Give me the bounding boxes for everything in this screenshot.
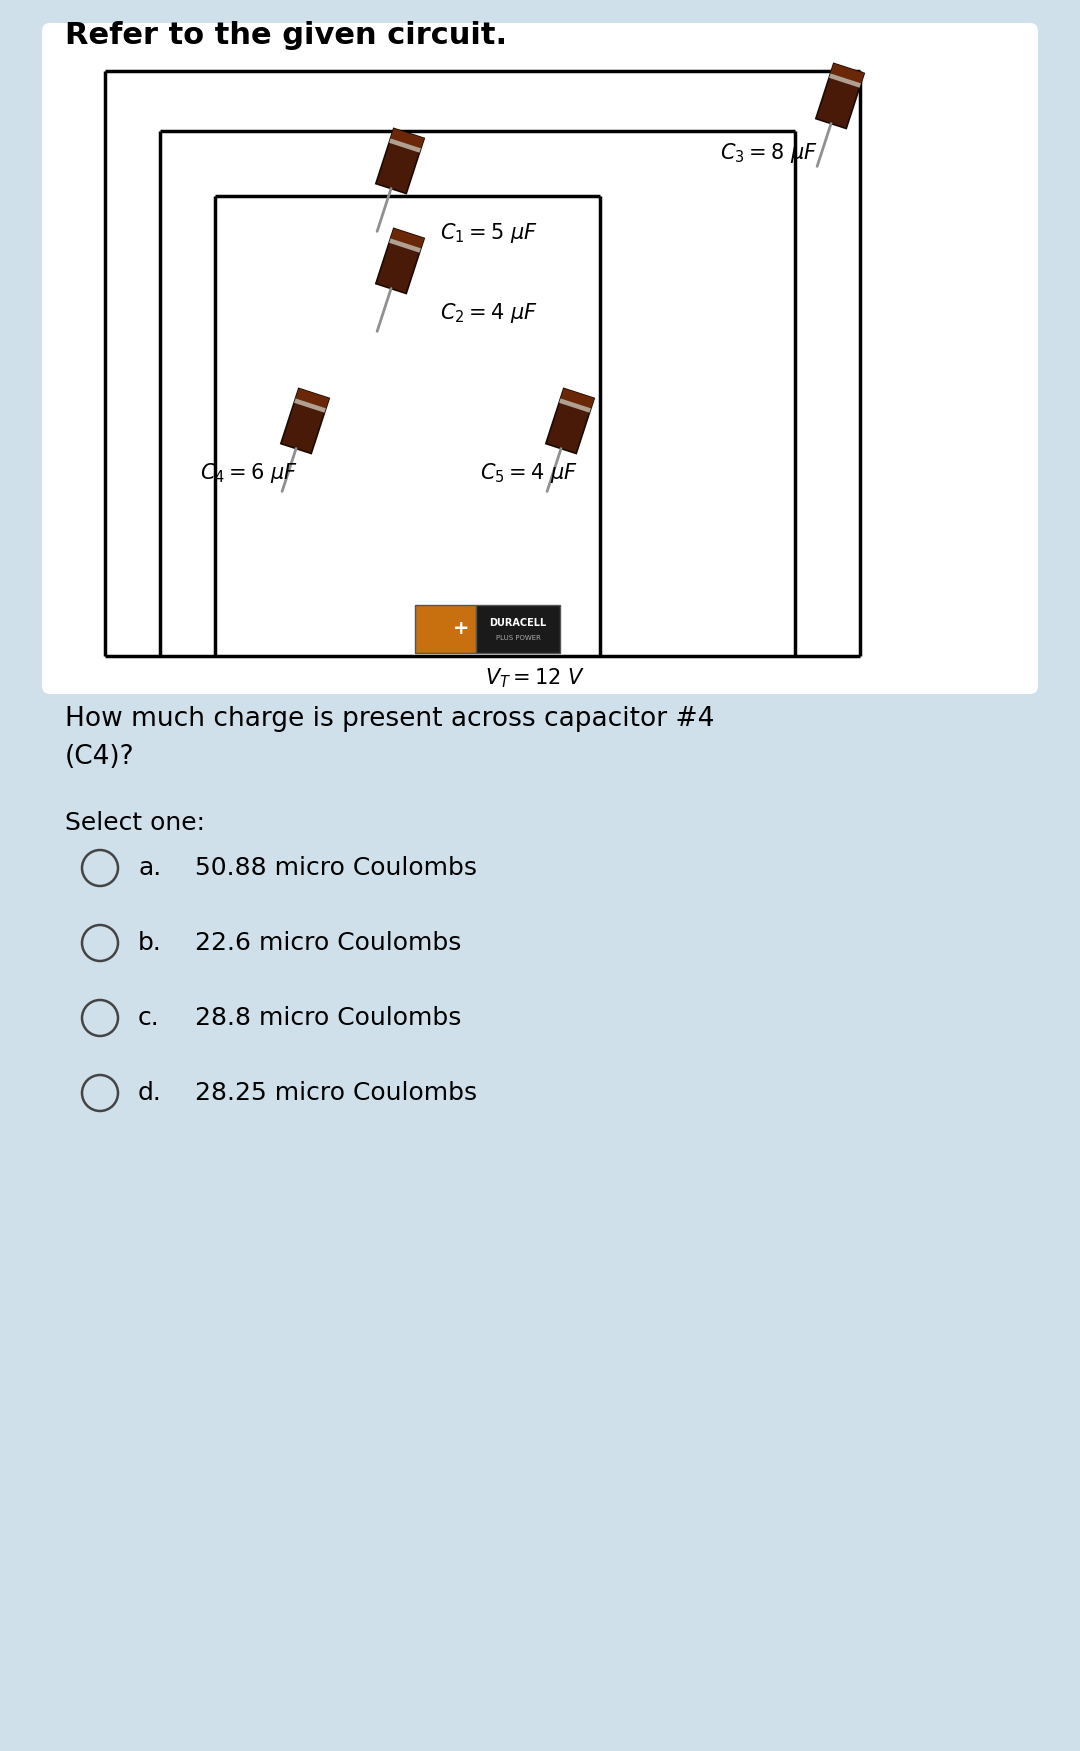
Text: 22.6 micro Coulombs: 22.6 micro Coulombs (195, 932, 461, 954)
Bar (391, 228, 424, 249)
Bar (829, 74, 861, 88)
Bar (815, 63, 864, 128)
Text: a.: a. (138, 856, 161, 881)
Bar (281, 389, 329, 454)
Text: c.: c. (138, 1007, 160, 1030)
Text: How much charge is present across capacitor #4
(C4)?: How much charge is present across capaci… (65, 706, 714, 770)
Bar (376, 228, 424, 294)
Text: +: + (454, 620, 470, 639)
Bar (294, 399, 326, 413)
Text: $C_5 = 4\ \mu F$: $C_5 = 4\ \mu F$ (480, 461, 578, 485)
FancyBboxPatch shape (42, 23, 1038, 693)
Bar (545, 389, 594, 454)
Text: 28.25 micro Coulombs: 28.25 micro Coulombs (195, 1080, 477, 1105)
Bar (559, 399, 591, 413)
Text: $C_1 = 5\ \mu F$: $C_1 = 5\ \mu F$ (440, 221, 538, 245)
Text: b.: b. (138, 932, 162, 954)
Bar (296, 389, 329, 408)
Text: 28.8 micro Coulombs: 28.8 micro Coulombs (195, 1007, 461, 1030)
Bar (389, 138, 421, 152)
Text: d.: d. (138, 1080, 162, 1105)
Text: DURACELL: DURACELL (489, 618, 546, 629)
Text: Select one:: Select one: (65, 811, 205, 835)
Text: Refer to the given circuit.: Refer to the given circuit. (65, 21, 508, 51)
Bar (389, 238, 421, 252)
Bar (476, 606, 561, 653)
Text: $C_4 = 6\ \mu F$: $C_4 = 6\ \mu F$ (200, 461, 298, 485)
Text: PLUS POWER: PLUS POWER (496, 634, 540, 641)
Text: $C_2 = 4\ \mu F$: $C_2 = 4\ \mu F$ (440, 301, 538, 326)
Bar (391, 128, 424, 149)
Text: $C_3 = 8\ \mu F$: $C_3 = 8\ \mu F$ (720, 142, 818, 165)
Text: $V_T = 12\ V$: $V_T = 12\ V$ (485, 665, 585, 690)
Bar (376, 128, 424, 194)
Bar (561, 389, 594, 408)
Text: 50.88 micro Coulombs: 50.88 micro Coulombs (195, 856, 477, 881)
Bar (831, 63, 864, 84)
Bar (415, 606, 476, 653)
